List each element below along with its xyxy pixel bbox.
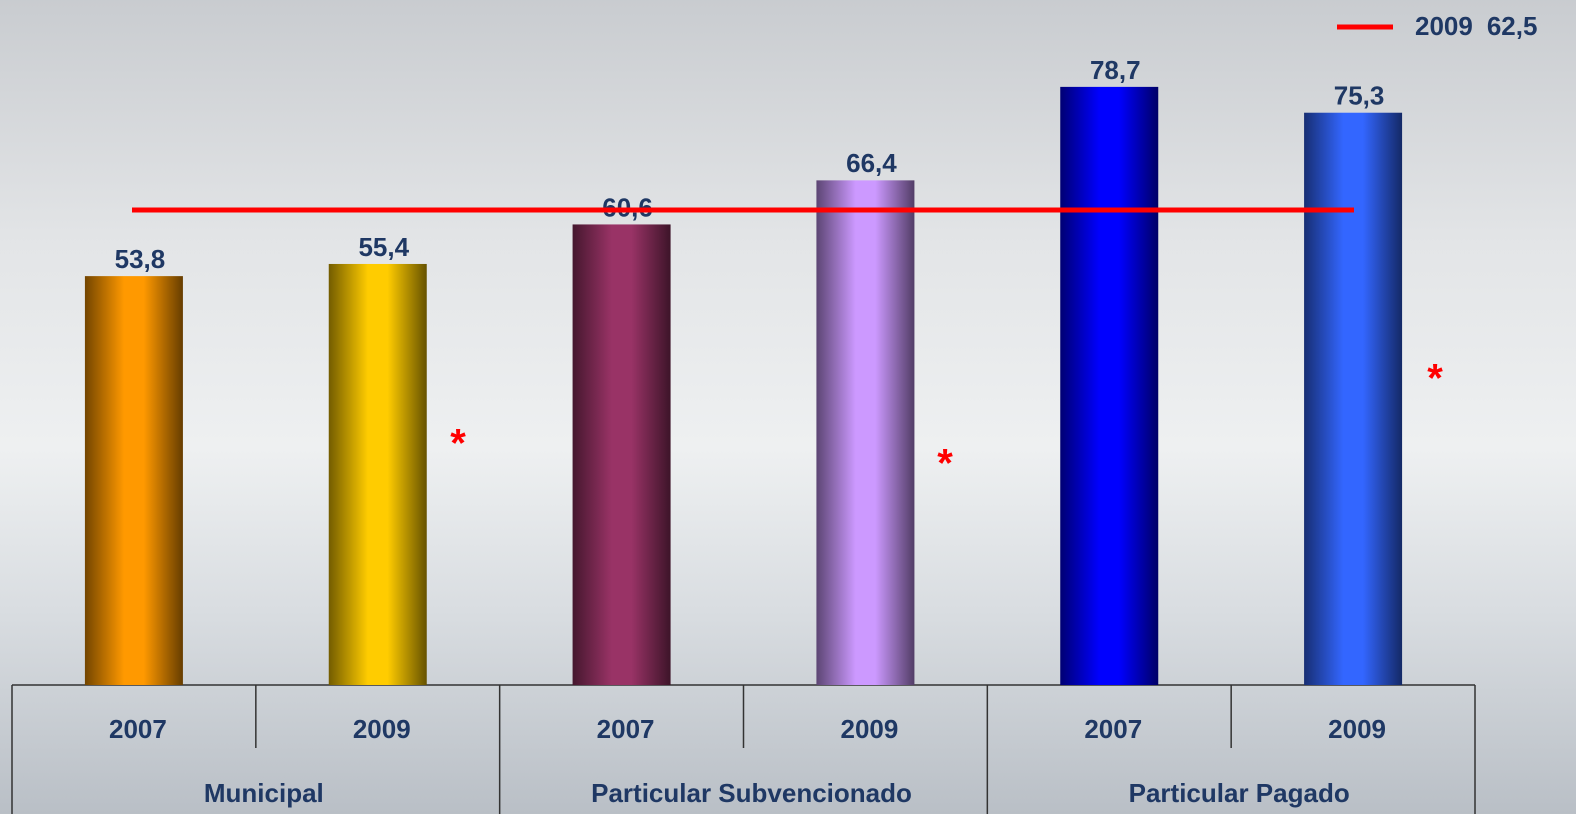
bar: [328, 263, 427, 685]
annotation: *: [937, 442, 953, 486]
legend-label: 2009: [1415, 11, 1473, 41]
value-label: 66,4: [846, 148, 897, 178]
x-tick-label: 2009: [1328, 714, 1386, 744]
group-label: Particular Subvencionado: [591, 778, 912, 808]
bar: [84, 276, 183, 685]
x-tick-label: 2007: [1084, 714, 1142, 744]
legend-text: 2009 62,5: [1415, 11, 1537, 41]
annotation: *: [450, 422, 466, 466]
legend-value: 62,5: [1487, 11, 1538, 41]
x-tick-label: 2007: [597, 714, 655, 744]
value-label: 78,7: [1090, 55, 1141, 85]
value-label: 55,4: [358, 232, 409, 262]
x-tick-label: 2007: [109, 714, 167, 744]
group-label: Particular Pagado: [1129, 778, 1350, 808]
x-tick-label: 2009: [353, 714, 411, 744]
bar: [816, 180, 915, 686]
annotation: *: [1427, 357, 1443, 401]
value-label: 60,6: [602, 192, 653, 222]
bar: [572, 224, 671, 685]
x-tick-label: 2009: [840, 714, 898, 744]
value-label: 53,8: [115, 244, 166, 274]
bar: [1304, 112, 1403, 686]
group-label: Municipal: [204, 778, 324, 808]
value-label: 75,3: [1334, 81, 1385, 111]
legend: 2009 62,5: [1337, 11, 1537, 41]
bar: [1060, 86, 1159, 685]
